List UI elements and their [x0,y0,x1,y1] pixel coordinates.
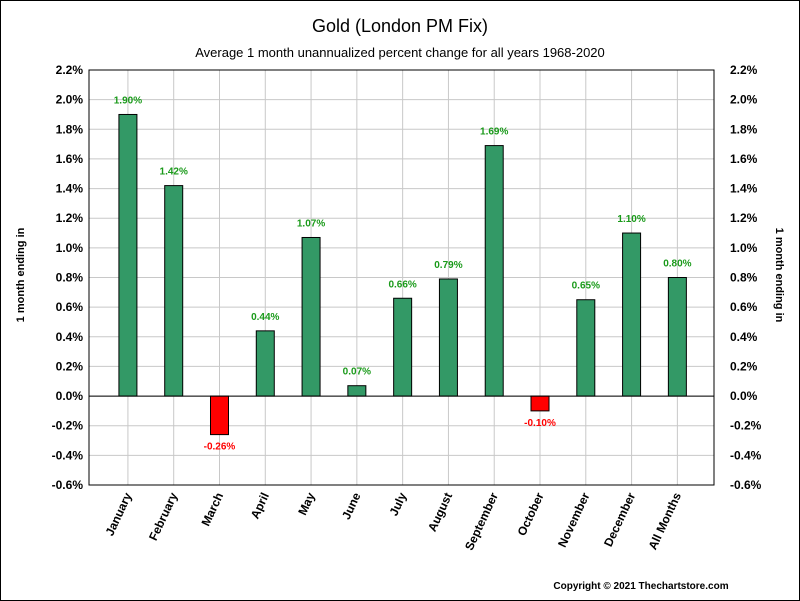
x-tick-label: October [515,490,547,538]
x-tick-label: August [425,490,455,533]
y-tick-label-left: -0.2% [52,419,84,433]
bar [301,236,321,397]
data-label: 1.07% [297,218,325,229]
y-tick-label-right: 2.0% [730,93,758,107]
y-tick-label-left: -0.6% [52,478,84,492]
y-tick-label-left: 0.6% [56,300,84,314]
chart-title: Gold (London PM Fix) [312,16,488,36]
plot-area-border [88,69,715,486]
data-label: -0.10% [524,418,556,429]
y-tick-label-left: 0.0% [56,389,84,403]
x-tick-label: January [102,490,134,538]
data-label: 0.65% [572,281,600,292]
y-tick-label-right: 0.0% [730,389,758,403]
data-label: -0.26% [204,442,236,453]
data-label: 1.69% [480,127,508,138]
y-tick-label-right: 1.8% [730,122,758,136]
bar [576,299,596,397]
y-tick-label-left: 2.2% [56,63,84,77]
data-label: 0.80% [663,259,691,270]
y-tick-label-right: 0.4% [730,330,758,344]
chart-subtitle: Average 1 month unannualized percent cha… [195,45,605,60]
y-tick-label-left: 0.4% [56,330,84,344]
bar [209,395,229,436]
y-tick-label-right: 1.0% [730,241,758,255]
bar [255,330,275,397]
y-tick-label-right: -0.2% [730,419,762,433]
y-tick-label-left: 1.6% [56,152,84,166]
y-tick-label-right: 1.4% [730,182,758,196]
y-tick-label-left: 0.8% [56,271,84,285]
bar [438,278,458,397]
data-label: 0.66% [388,279,416,290]
data-label: 1.90% [114,95,142,106]
y-tick-label-right: -0.6% [730,478,762,492]
x-tick-label: February [146,490,181,543]
y-axis-ticks: 2.2% 2.2% 2.0% 2.0% 1.8% 1.8% 1.6% 1.6% 1.4% 1.4%… [52,63,762,492]
y-tick-label-left: 1.4% [56,182,84,196]
y-tick-label-left: 1.8% [56,122,84,136]
copyright-text: Copyright © 2021 Thechartstore.com [553,581,728,592]
x-axis-categories: January February March April May June July Augu… [102,490,684,552]
y-tick-label-right: 1.6% [730,152,758,166]
bar [530,395,550,412]
bar [164,185,184,397]
y-tick-label-left: 0.2% [56,359,84,373]
x-tick-label: September [462,490,501,552]
bar [484,145,504,397]
data-label: 0.44% [251,312,279,323]
y-tick-label-right: 1.2% [730,211,758,225]
y-tick-label-left: 1.0% [56,241,84,255]
data-label: 1.42% [160,167,188,178]
x-tick-label: May [295,490,318,517]
x-tick-label: June [339,490,364,522]
y-tick-label-left: 2.0% [56,93,84,107]
x-tick-label: November [555,490,593,549]
x-tick-label: All Months [645,490,684,552]
x-tick-label: December [601,490,638,549]
y-tick-label-right: -0.4% [730,448,762,462]
y-axis-label-left: 1 month ending in [15,227,27,322]
bar [347,385,367,397]
y-axis-label-right: 1 month ending in [773,228,785,323]
data-labels: 1.90% 1.42% -0.26% 0.44% 1.07% 0.07% 0.66% 0.79… [114,95,692,452]
y-tick-label-left: -0.4% [52,448,84,462]
data-label: 0.79% [434,260,462,271]
x-tick-label: July [387,490,410,518]
y-tick-label-left: 1.2% [56,211,84,225]
x-tick-label: March [199,490,227,528]
bar [393,297,413,397]
data-label: 0.07% [343,367,371,378]
bars [118,113,687,436]
data-label: 1.10% [617,214,645,225]
y-tick-label-right: 0.2% [730,359,758,373]
y-tick-label-right: 2.2% [730,63,758,77]
bar [118,113,138,397]
y-tick-label-right: 0.8% [730,271,758,285]
bar [667,277,687,397]
y-tick-label-right: 0.6% [730,300,758,314]
x-tick-label: April [248,490,272,521]
bar [622,232,642,397]
